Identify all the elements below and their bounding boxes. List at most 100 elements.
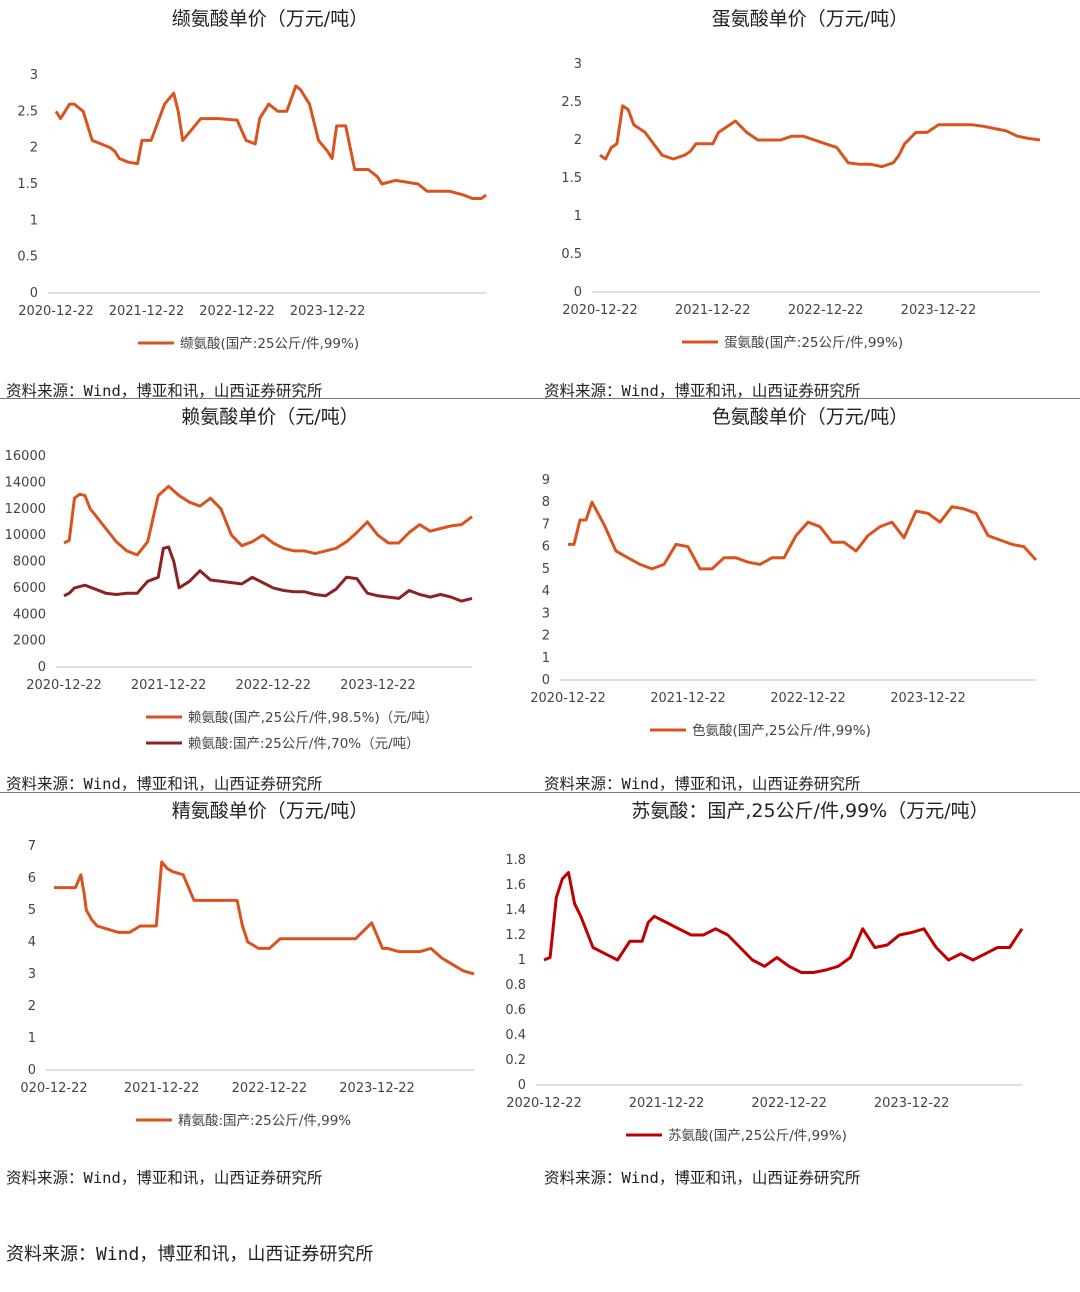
legend-label: 苏氨酸(国产,25公斤/件,99%) xyxy=(668,1128,847,1144)
chart-title: 精氨酸单价（万元/吨） xyxy=(171,800,369,822)
x-tick-label: 2021-12-22 xyxy=(131,678,207,693)
y-tick-label: 6 xyxy=(28,871,36,886)
y-tick-label: 0 xyxy=(518,1078,526,1093)
x-tick-label: 2020-12-22 xyxy=(18,304,94,319)
legend-label: 赖氨酸(国产,25公斤/件,98.5%)（元/吨） xyxy=(188,710,438,726)
y-tick-label: 1 xyxy=(30,213,38,228)
chart-plot: 0 1 2 3 4 5 6 7 020-12-22 2021-12-22 2022-12-22 202… xyxy=(20,839,475,1129)
y-tick-label: 2 xyxy=(574,133,582,148)
y-tick-label: 1.8 xyxy=(505,853,526,868)
x-tick-label: 2021-12-22 xyxy=(629,1096,705,1111)
y-tick-label: 1 xyxy=(542,651,550,666)
x-tick-label: 2020-12-22 xyxy=(562,303,638,318)
x-tick-label: 2021-12-22 xyxy=(675,303,751,318)
y-tick-label: 1.2 xyxy=(505,928,526,943)
x-tick-label: 2023-12-22 xyxy=(290,304,366,319)
x-tick-label: 2023-12-22 xyxy=(901,303,977,318)
y-tick-label: 1 xyxy=(518,953,526,968)
y-tick-label: 3 xyxy=(542,606,550,621)
y-tick-label: 14000 xyxy=(5,475,46,490)
panel-separator-middle xyxy=(0,792,1080,793)
y-tick-label: 5 xyxy=(542,562,550,577)
x-tick-label: 2022-12-22 xyxy=(235,678,311,693)
x-tick-label: 2023-12-22 xyxy=(340,678,416,693)
y-tick-label: 6 xyxy=(542,540,550,555)
source-note: 资料来源：Wind，博亚和讯，山西证券研究所 xyxy=(544,382,861,400)
chart-panel-threonine: 苏氨酸：国产,25公斤/件,99%（万元/吨） 0 0.2 0.4 0.6 0.8 1 1.… xyxy=(505,792,1080,1192)
y-tick-label: 2000 xyxy=(13,634,46,649)
x-tick-label: 2023-12-22 xyxy=(874,1096,950,1111)
x-tick-label: 2022-12-22 xyxy=(232,1081,308,1096)
x-tick-label: 2022-12-22 xyxy=(751,1096,827,1111)
y-tick-label: 0 xyxy=(574,285,582,300)
y-tick-label: 0 xyxy=(28,1063,36,1078)
chart-title: 缬氨酸单价（万元/吨） xyxy=(171,8,369,30)
x-tick-label: 2020-12-22 xyxy=(506,1096,582,1111)
chart-plot: 0 2000 4000 6000 8000 10000 12000 14000 16000 202… xyxy=(5,449,473,752)
series-line xyxy=(599,104,1041,169)
y-tick-label: 10000 xyxy=(5,528,46,543)
x-tick-label: 2023-12-22 xyxy=(890,691,966,706)
x-tick-label: 2022-12-22 xyxy=(788,303,864,318)
chart-title: 色氨酸单价（万元/吨） xyxy=(711,406,909,428)
y-tick-label: 0.4 xyxy=(505,1028,526,1043)
y-tick-label: 1 xyxy=(28,1031,36,1046)
source-note: 资料来源：Wind，博亚和讯，山西证券研究所 xyxy=(6,382,323,400)
chart-panel-methionine: 蛋氨酸单价（万元/吨） 0 0.5 1 1.5 2 2.5 3 2020-12-22 2021-… xyxy=(540,0,1080,400)
y-tick-label: 12000 xyxy=(5,502,46,517)
series-line xyxy=(63,484,473,557)
y-tick-label: 1.5 xyxy=(17,177,38,192)
chart-panel-tryptophan: 色氨酸单价（万元/吨） 0 1 2 3 4 5 6 7 8 9 2020-12-22 2021-12-… xyxy=(530,398,1080,793)
x-tick-label: 2020-12-22 xyxy=(26,678,102,693)
y-tick-label: 0.8 xyxy=(505,978,526,993)
footer-source-note: 资料来源：Wind，博亚和讯，山西证券研究所 xyxy=(6,1244,374,1265)
y-tick-label: 2 xyxy=(542,629,550,644)
legend-label: 缬氨酸(国产:25公斤/件,99%) xyxy=(180,336,359,352)
chart-plot: 0 1 2 3 4 5 6 7 8 9 2020-12-22 2021-12-22 2022-12-22… xyxy=(530,473,1038,739)
series-line xyxy=(54,84,487,200)
chart-title: 蛋氨酸单价（万元/吨） xyxy=(711,8,909,30)
chart-title: 苏氨酸：国产,25公斤/件,99%（万元/吨） xyxy=(631,800,989,822)
source-note: 资料来源：Wind，博亚和讯，山西证券研究所 xyxy=(544,775,861,793)
y-tick-label: 5 xyxy=(28,903,36,918)
y-tick-label: 1.4 xyxy=(505,903,526,918)
y-tick-label: 2 xyxy=(28,999,36,1014)
chart-title: 赖氨酸单价（元/吨） xyxy=(181,406,359,428)
chart-panel-valine: 缬氨酸单价（万元/吨） 0 0.5 1 1.5 2 2.5 3 2020-12-22 2021-… xyxy=(0,0,540,400)
series-line xyxy=(63,545,473,603)
y-tick-label: 7 xyxy=(28,839,36,854)
legend-label: 蛋氨酸(国产:25公斤/件,99%) xyxy=(724,335,903,351)
y-tick-label: 7 xyxy=(542,517,550,532)
y-tick-label: 0.2 xyxy=(505,1053,526,1068)
source-note: 资料来源：Wind，博亚和讯，山西证券研究所 xyxy=(544,1169,861,1187)
y-tick-label: 1.5 xyxy=(561,171,582,186)
y-tick-label: 0.5 xyxy=(17,250,38,265)
series-line xyxy=(543,871,1024,974)
y-tick-label: 0 xyxy=(542,673,550,688)
y-tick-label: 9 xyxy=(542,473,550,488)
series-line xyxy=(54,860,475,976)
x-tick-label: 2021-12-22 xyxy=(650,691,726,706)
chart-plot: 0 0.5 1 1.5 2 2.5 3 2020-12-22 2021-12-22 2022-12… xyxy=(17,68,487,352)
source-note: 资料来源：Wind，博亚和讯，山西证券研究所 xyxy=(6,775,323,793)
x-tick-label: 2022-12-22 xyxy=(770,691,846,706)
y-tick-label: 4000 xyxy=(13,607,46,622)
y-tick-label: 2 xyxy=(30,141,38,156)
y-tick-label: 0.5 xyxy=(561,247,582,262)
y-tick-label: 4 xyxy=(542,584,550,599)
panel-separator-top xyxy=(0,398,1080,399)
y-tick-label: 3 xyxy=(28,967,36,982)
y-tick-label: 8 xyxy=(542,495,550,510)
y-tick-label: 2.5 xyxy=(17,104,38,119)
legend-label: 赖氨酸:国产:25公斤/件,70%（元/吨） xyxy=(188,736,420,752)
y-tick-label: 3 xyxy=(30,68,38,83)
y-tick-label: 1 xyxy=(574,209,582,224)
y-tick-label: 0.6 xyxy=(505,1003,526,1018)
x-tick-label: 2021-12-22 xyxy=(109,304,185,319)
source-note: 资料来源：Wind，博亚和讯，山西证券研究所 xyxy=(6,1169,323,1187)
x-tick-label: 2020-12-22 xyxy=(530,691,606,706)
legend-label: 精氨酸:国产:25公斤/件,99% xyxy=(178,1113,351,1129)
x-tick-label: 2023-12-22 xyxy=(339,1081,415,1096)
x-tick-label: 2021-12-22 xyxy=(124,1081,200,1096)
y-tick-label: 0 xyxy=(30,286,38,301)
